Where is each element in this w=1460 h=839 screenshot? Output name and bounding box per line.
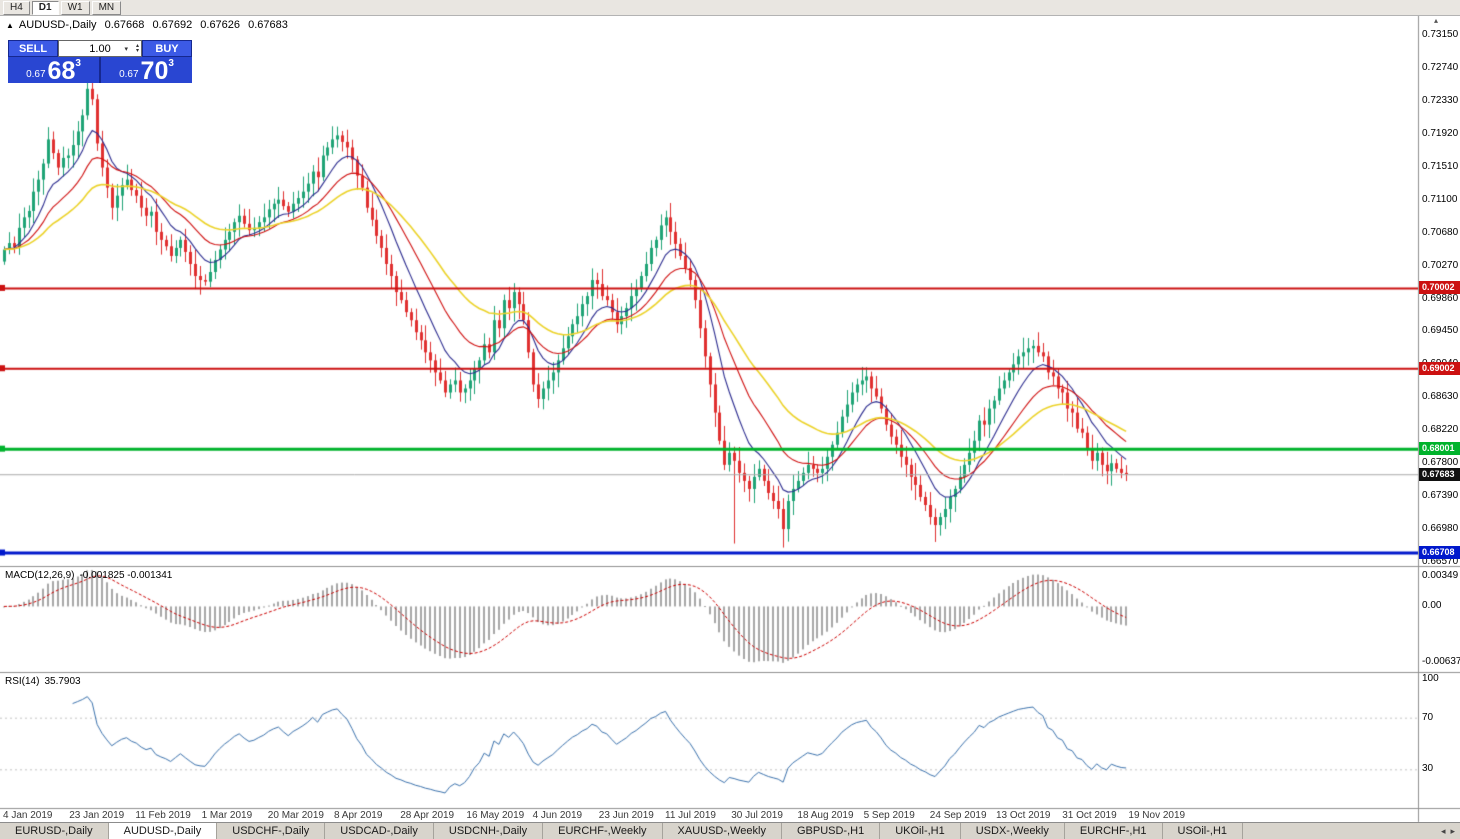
- price-axis-label: 0.70680: [1422, 226, 1459, 238]
- price-axis-label: 0.72740: [1422, 61, 1459, 73]
- tab-eurchf-h1[interactable]: EURCHF-,H1: [1065, 823, 1163, 839]
- sell-button[interactable]: SELL: [8, 40, 58, 57]
- buy-price-pip: 3: [168, 58, 174, 69]
- tab-scroll-left-icon[interactable]: ◂: [1440, 825, 1446, 836]
- ohlc-low: 0.67626: [200, 19, 241, 31]
- tab-eurchf-weekly[interactable]: EURCHF-,Weekly: [543, 823, 663, 839]
- macd-values: -0.001825 -0.001341: [79, 570, 173, 581]
- date-axis-label: 1 Mar 2019: [201, 810, 253, 821]
- level-price-tag: 0.70002: [1419, 281, 1460, 295]
- tab-gbpusd-h1[interactable]: GBPUSD-,H1: [782, 823, 881, 839]
- price-axis-label: 0.69450: [1422, 325, 1459, 337]
- tab-usdcad-daily[interactable]: USDCAD-,Daily: [325, 823, 434, 839]
- timeframe-button-d1[interactable]: D1: [31, 0, 59, 15]
- buy-button[interactable]: BUY: [142, 40, 192, 57]
- timeframe-button-w1[interactable]: W1: [60, 0, 90, 15]
- date-axis-label: 11 Jul 2019: [665, 810, 716, 821]
- sell-price-big: 68: [47, 57, 76, 85]
- buy-price-prefix: 0.67: [119, 69, 139, 80]
- date-axis-label: 13 Oct 2019: [996, 810, 1051, 821]
- chart-tabs: EURUSD-,Daily AUDUSD-,Daily USDCHF-,Daily U…: [0, 823, 1244, 839]
- rsi-value: 35.7903: [44, 676, 81, 687]
- symbol-direction-icon: ▲: [6, 21, 14, 30]
- symbol-name: AUDUSD-,Daily: [18, 19, 97, 31]
- price-axis-label: 0.70270: [1422, 259, 1459, 271]
- date-axis-label: 11 Feb 2019: [135, 810, 191, 821]
- tab-eurusd-daily[interactable]: EURUSD-,Daily: [0, 823, 109, 839]
- sell-price-prefix: 0.67: [26, 69, 46, 80]
- price-axis-label: 0.71920: [1422, 127, 1459, 139]
- date-axis-label: 4 Jan 2019: [3, 810, 53, 821]
- price-axis-label: 0.69860: [1422, 292, 1459, 304]
- date-axis-label: 23 Jun 2019: [598, 810, 654, 821]
- tab-audusd-daily[interactable]: AUDUSD-,Daily: [108, 823, 218, 839]
- price-axis-label: 0.71510: [1422, 160, 1459, 172]
- chart-tab-bar: EURUSD-,Daily AUDUSD-,Daily USDCHF-,Daily U…: [0, 822, 1460, 839]
- price-axis-label: 0.66980: [1422, 523, 1459, 535]
- level-price-tag: 0.69002: [1419, 361, 1460, 375]
- ohlc-open: 0.67668: [104, 19, 145, 31]
- price-scale-scroll-icon[interactable]: ▴: [1434, 16, 1439, 25]
- volume-down-icon[interactable]: ▾: [135, 47, 139, 54]
- date-axis-label: 31 Oct 2019: [1062, 810, 1117, 821]
- date-axis-label: 23 Jan 2019: [69, 810, 125, 821]
- macd-axis-label: 0.00349: [1422, 570, 1459, 581]
- price-axis-label: 0.72330: [1422, 94, 1459, 106]
- tab-usoil-h1[interactable]: USOil-,H1: [1163, 823, 1244, 839]
- rsi-axis-label: 70: [1422, 711, 1434, 723]
- volume-field[interactable]: 1.00 ▾ ▴ ▾: [58, 40, 142, 57]
- volume-up-icon[interactable]: ▴: [135, 42, 139, 49]
- date-axis-label: 8 Apr 2019: [334, 810, 383, 821]
- tab-usdcnh-daily[interactable]: USDCNH-,Daily: [434, 823, 544, 839]
- price-axis-label: 0.68220: [1422, 424, 1459, 436]
- current-price-tag: 0.67683: [1419, 467, 1460, 481]
- sell-price-pip: 3: [75, 58, 81, 69]
- price-axis-label: 0.67390: [1422, 490, 1459, 502]
- ohlc-high: 0.67692: [152, 19, 193, 31]
- rsi-axis-label: 30: [1422, 763, 1434, 775]
- macd-axis-label: -0.00637: [1422, 656, 1460, 667]
- one-click-trading-panel: SELL 1.00 ▾ ▴ ▾ BUY 0.67 68 3 0.67 70 3: [8, 40, 192, 85]
- buy-price-display[interactable]: 0.67 70 3: [99, 57, 192, 85]
- rsi-axis-label: 100: [1422, 673, 1439, 684]
- timeframe-button-h4[interactable]: H4: [3, 0, 30, 15]
- date-axis-label: 4 Jun 2019: [532, 810, 583, 821]
- macd-axis-label: 0.00: [1422, 600, 1442, 611]
- date-axis-label: 28 Apr 2019: [400, 810, 455, 821]
- date-axis-label: 20 Mar 2019: [267, 810, 324, 821]
- date-axis-label: 24 Sep 2019: [929, 810, 987, 821]
- rsi-label: RSI(14): [5, 676, 40, 687]
- date-axis-label: 5 Sep 2019: [863, 810, 915, 821]
- tab-ukoil-h1[interactable]: UKOil-,H1: [880, 823, 961, 839]
- ohlc-close: 0.67683: [248, 19, 288, 31]
- date-axis-label: 30 Jul 2019: [731, 810, 783, 821]
- chart-ohlc-header: ▲ AUDUSD-,Daily 0.67668 0.67692 0.67626 0…: [6, 19, 293, 31]
- timeframe-toolbar: H4 D1 W1 MN: [0, 0, 1460, 16]
- date-axis-label: 18 Aug 2019: [797, 810, 854, 821]
- price-axis-label: 0.73150: [1422, 29, 1459, 40]
- buy-price-big: 70: [140, 57, 169, 85]
- tab-xauusd-weekly[interactable]: XAUUSD-,Weekly: [663, 823, 782, 839]
- rsi-header: RSI(14) 35.7903: [5, 676, 86, 687]
- tab-usdchf-daily[interactable]: USDCHF-,Daily: [217, 823, 326, 839]
- price-axis-label: 0.71100: [1422, 193, 1458, 205]
- timeframe-button-mn[interactable]: MN: [91, 0, 122, 15]
- sell-price-display[interactable]: 0.67 68 3: [8, 57, 99, 85]
- date-axis-label: 19 Nov 2019: [1128, 810, 1186, 821]
- tab-scroll-right-icon[interactable]: ▸: [1450, 825, 1455, 836]
- volume-value: 1.00: [89, 42, 111, 55]
- macd-header: MACD(12,26,9) -0.001825 -0.001341: [5, 570, 177, 581]
- level-price-tag: 0.68001: [1419, 442, 1460, 456]
- price-axis-label: 0.66570: [1422, 556, 1459, 568]
- price-axis-label: 0.68630: [1422, 391, 1459, 403]
- macd-label: MACD(12,26,9): [5, 570, 75, 581]
- price-axis-label: 0.67800: [1422, 457, 1459, 469]
- tab-usdx-weekly[interactable]: USDX-,Weekly: [961, 823, 1065, 839]
- level-price-tag: 0.66708: [1419, 546, 1460, 560]
- volume-dropdown-icon[interactable]: ▾: [124, 45, 128, 53]
- date-axis-label: 16 May 2019: [466, 810, 525, 821]
